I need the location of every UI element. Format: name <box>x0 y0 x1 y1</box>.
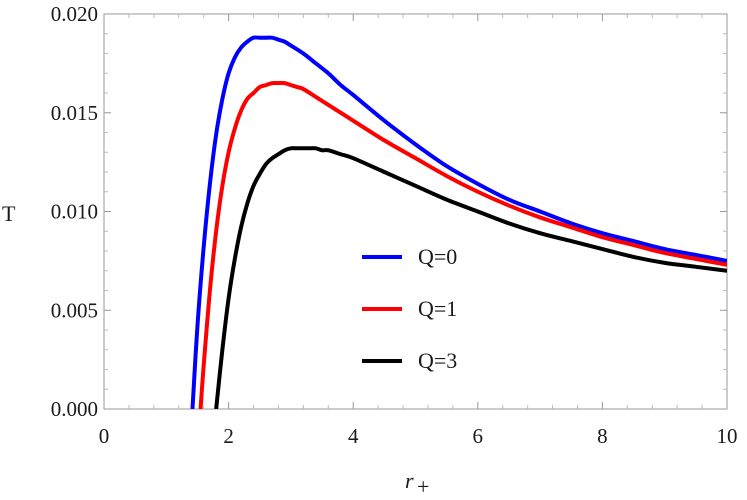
x-tick-label: 10 <box>717 424 738 448</box>
x-tick-label: 4 <box>348 424 359 448</box>
x-tick-label: 8 <box>597 424 608 448</box>
y-tick-label: 0.005 <box>51 298 98 322</box>
y-tick-label: 0.000 <box>51 397 98 421</box>
legend: Q=0 Q=1 Q=3 <box>362 244 457 373</box>
series-line-q-1 <box>198 80 727 409</box>
legend-label: Q=0 <box>418 244 457 269</box>
tick-labels: 0 2 4 6 8 10 0.000 0.005 0.010 0.015 0.020 <box>51 2 738 448</box>
x-axis-label: r <box>405 468 414 493</box>
series-line-q-0 <box>190 35 727 409</box>
series-line-q-3 <box>214 146 727 409</box>
x-tick-label: 6 <box>473 424 484 448</box>
series-layer <box>190 35 727 409</box>
y-tick-label: 0.020 <box>51 2 98 26</box>
y-tick-label: 0.015 <box>51 101 98 125</box>
x-axis-label-subscript: + <box>417 474 429 499</box>
x-tick-label: 0 <box>99 424 110 448</box>
legend-label: Q=3 <box>418 348 457 373</box>
legend-label: Q=1 <box>418 296 457 321</box>
y-axis-label: T <box>2 201 16 226</box>
y-tick-label: 0.010 <box>51 200 98 224</box>
x-tick-label: 2 <box>223 424 234 448</box>
